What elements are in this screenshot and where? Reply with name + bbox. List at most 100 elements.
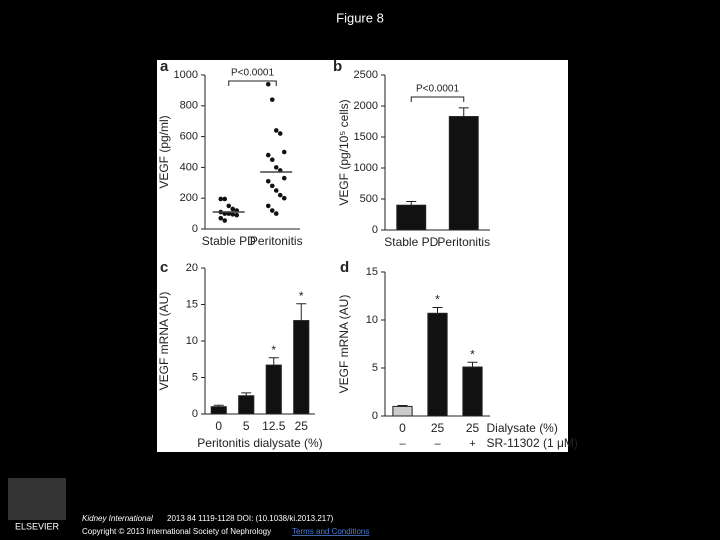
bar bbox=[448, 116, 479, 231]
x-tick-label: 25 bbox=[466, 421, 480, 435]
error-bar bbox=[296, 303, 307, 321]
y-tick-label: 5 bbox=[192, 371, 198, 383]
error-bar bbox=[406, 200, 417, 206]
data-point bbox=[269, 208, 275, 213]
y-tick-label: 20 bbox=[186, 262, 198, 274]
data-point bbox=[269, 97, 275, 102]
x-tick-label: Stable PD bbox=[384, 235, 438, 249]
y-tick-label: 0 bbox=[372, 410, 378, 422]
x-tick-label: 25 bbox=[431, 421, 445, 435]
bar bbox=[210, 406, 227, 415]
x-axis-label: Peritonitis dialysate (%) bbox=[197, 436, 322, 450]
data-point bbox=[265, 152, 271, 158]
treatment-label: SR-11302 (1 μM) bbox=[487, 436, 578, 450]
data-point bbox=[273, 165, 279, 170]
y-tick-label: 0 bbox=[192, 223, 198, 235]
y-tick-label: 400 bbox=[180, 161, 198, 173]
treatment-sign: – bbox=[399, 438, 406, 450]
y-tick-label: 600 bbox=[180, 131, 198, 143]
bar bbox=[396, 204, 427, 231]
bar bbox=[427, 312, 448, 417]
data-point bbox=[281, 175, 287, 181]
error-bar bbox=[213, 404, 224, 407]
data-point bbox=[277, 131, 283, 136]
error-bar bbox=[397, 404, 408, 407]
x-axis-label: Dialysate (%) bbox=[487, 421, 558, 435]
y-axis-label: VEGF (pg/ml) bbox=[157, 115, 171, 188]
y-tick-label: 1000 bbox=[174, 69, 198, 81]
y-tick-label: 200 bbox=[180, 192, 198, 204]
data-point bbox=[269, 183, 275, 189]
y-tick-label: 2000 bbox=[354, 100, 378, 112]
panel-label: a bbox=[160, 58, 169, 75]
y-tick-label: 10 bbox=[366, 314, 378, 326]
data-point bbox=[218, 215, 224, 221]
error-bar bbox=[241, 392, 252, 396]
y-tick-label: 10 bbox=[186, 335, 198, 347]
data-point bbox=[222, 196, 228, 202]
data-point bbox=[230, 212, 236, 217]
x-tick-label: Peritonitis bbox=[250, 234, 303, 248]
x-tick-label: 0 bbox=[399, 421, 406, 435]
logo-image bbox=[8, 478, 66, 520]
data-point bbox=[230, 206, 236, 212]
y-tick-label: 800 bbox=[180, 100, 198, 112]
x-tick-label: 12.5 bbox=[262, 419, 286, 433]
bracket bbox=[228, 80, 277, 86]
panel-label: b bbox=[333, 58, 342, 75]
y-tick-label: 1000 bbox=[354, 162, 378, 174]
x-tick-label: 0 bbox=[215, 419, 222, 433]
x-tick-label: Peritonitis bbox=[437, 235, 490, 249]
bracket bbox=[410, 96, 465, 102]
y-axis-label: VEGF (pg/10⁵ cells) bbox=[337, 99, 351, 205]
significance-mark: * bbox=[271, 343, 276, 357]
error-bar bbox=[467, 361, 478, 368]
data-point bbox=[265, 178, 271, 184]
p-value: P<0.0001 bbox=[231, 68, 275, 79]
treatment-sign: + bbox=[469, 438, 475, 450]
y-axis-label: VEGF mRNA (AU) bbox=[337, 295, 351, 394]
y-tick-label: 500 bbox=[360, 193, 378, 205]
bar bbox=[392, 405, 413, 417]
y-tick-label: 0 bbox=[372, 224, 378, 236]
figure-panel bbox=[157, 60, 568, 452]
y-tick-label: 1500 bbox=[354, 131, 378, 143]
data-point bbox=[222, 218, 228, 223]
slide-title: Figure 8 bbox=[336, 10, 384, 25]
x-tick-label: 5 bbox=[243, 419, 250, 433]
x-tick-label: 25 bbox=[295, 419, 309, 433]
significance-mark: * bbox=[470, 347, 475, 361]
y-tick-label: 15 bbox=[366, 266, 378, 278]
data-point bbox=[273, 188, 279, 193]
bar bbox=[293, 320, 310, 415]
data-point bbox=[265, 203, 271, 209]
bar bbox=[462, 366, 483, 417]
data-point bbox=[269, 157, 275, 162]
panel-label: c bbox=[160, 259, 168, 276]
p-value: P<0.0001 bbox=[416, 84, 460, 95]
data-point bbox=[218, 196, 224, 202]
data-point bbox=[226, 203, 232, 209]
y-tick-label: 2500 bbox=[354, 69, 378, 81]
journal: Kidney International bbox=[82, 514, 153, 523]
data-point bbox=[273, 128, 279, 133]
citation: 2013 84 1119-1128 DOI: (10.1038/ki.2013.… bbox=[167, 514, 334, 523]
y-axis-label: VEGF mRNA (AU) bbox=[157, 292, 171, 391]
x-tick-label: Stable PD bbox=[202, 234, 256, 248]
data-point bbox=[277, 192, 283, 198]
bar bbox=[265, 364, 282, 415]
data-point bbox=[234, 212, 240, 218]
terms-link[interactable]: Terms and Conditions bbox=[292, 527, 369, 536]
y-tick-label: 15 bbox=[186, 298, 198, 310]
error-bar bbox=[458, 107, 469, 117]
treatment-sign: – bbox=[434, 438, 441, 450]
data-point bbox=[265, 81, 271, 87]
data-point bbox=[281, 149, 287, 155]
significance-mark: * bbox=[435, 293, 440, 307]
data-point bbox=[281, 195, 287, 201]
bar bbox=[238, 395, 255, 415]
error-bar bbox=[432, 307, 443, 314]
significance-mark: * bbox=[299, 289, 304, 303]
logo-text: ELSEVIER bbox=[15, 521, 60, 531]
y-tick-label: 5 bbox=[372, 362, 378, 374]
